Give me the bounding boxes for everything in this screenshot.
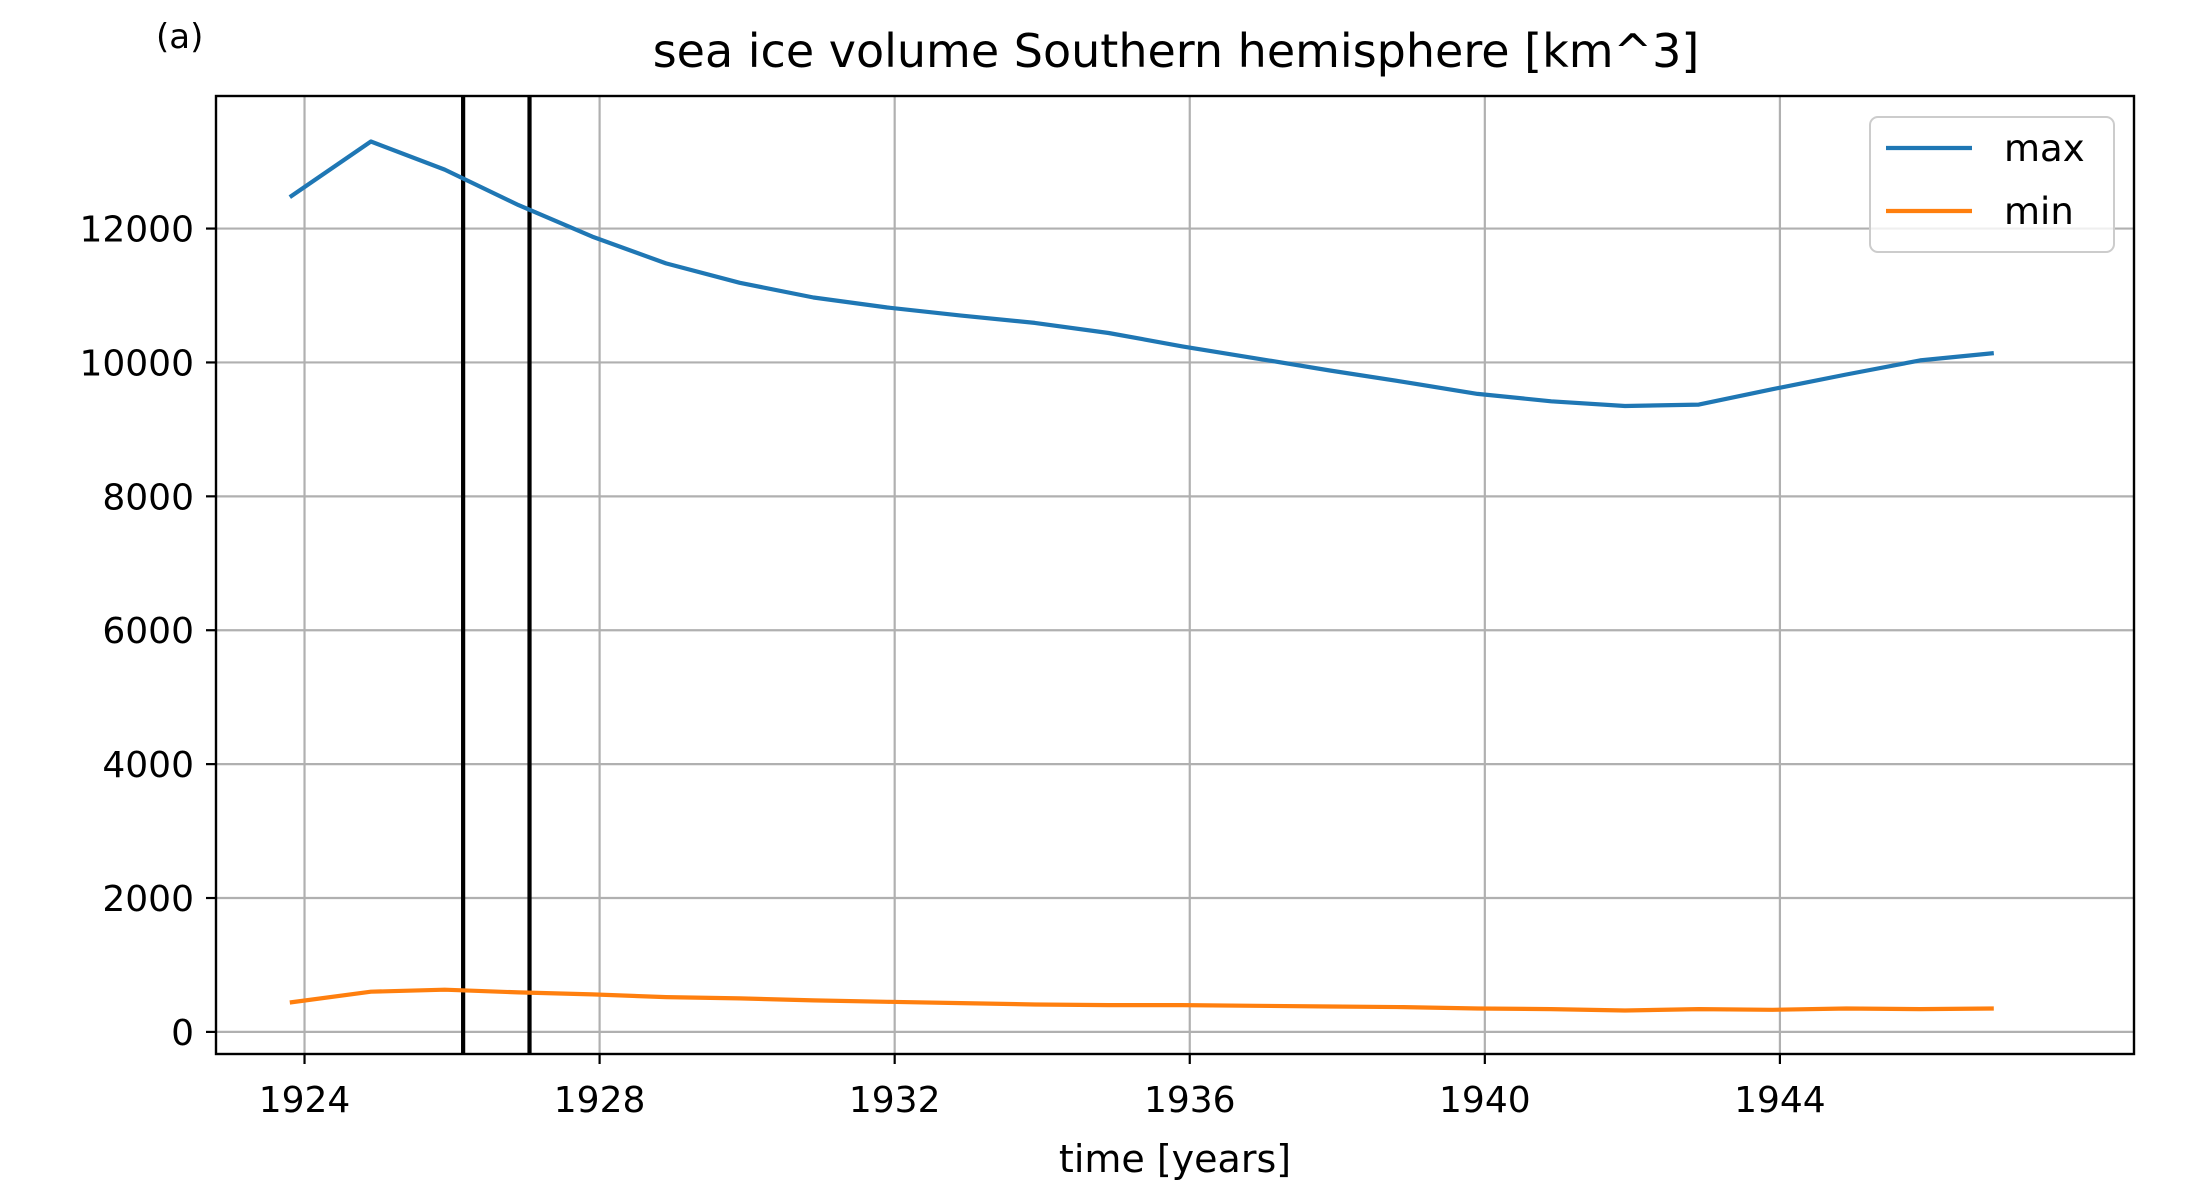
legend-label-min: min xyxy=(2004,190,2074,233)
y-tick-label: 4000 xyxy=(102,745,194,786)
x-tick-label: 1940 xyxy=(1439,1080,1531,1121)
y-tick-label: 2000 xyxy=(102,879,194,920)
x-tick-label: 1944 xyxy=(1734,1080,1826,1121)
x-tick-label: 1924 xyxy=(259,1080,351,1121)
vertical-markers xyxy=(461,96,532,1054)
series-line-min xyxy=(289,987,1994,1013)
legend-box xyxy=(1869,116,2115,253)
panel-label: (a) xyxy=(156,17,203,57)
y-tick-label: 10000 xyxy=(79,343,194,384)
legend-label-max: max xyxy=(2004,127,2085,170)
x-tick-label: 1928 xyxy=(554,1080,646,1121)
chart-title: sea ice volume Southern hemisphere [km^3… xyxy=(653,24,1700,78)
x-axis-label: time [years] xyxy=(1059,1137,1291,1181)
y-tick-label: 0 xyxy=(171,1013,194,1054)
x-tick-label: 1936 xyxy=(1144,1080,1236,1121)
series-layer xyxy=(288,139,1995,1013)
grid xyxy=(216,96,2134,1054)
y-tick-label: 6000 xyxy=(102,611,194,652)
x-tick-label: 1932 xyxy=(849,1080,941,1121)
y-axis: 0 2000 4000 6000 8000 10000 12000 xyxy=(79,210,216,1054)
plot-frame xyxy=(214,94,2136,1056)
y-tick-label: 8000 xyxy=(102,477,194,518)
y-tick-label: 12000 xyxy=(79,210,194,251)
legend: max min xyxy=(1869,116,2115,253)
series-line-max xyxy=(288,139,1995,409)
x-axis: 1924 1928 1932 1936 1940 1944 xyxy=(259,1054,1826,1121)
